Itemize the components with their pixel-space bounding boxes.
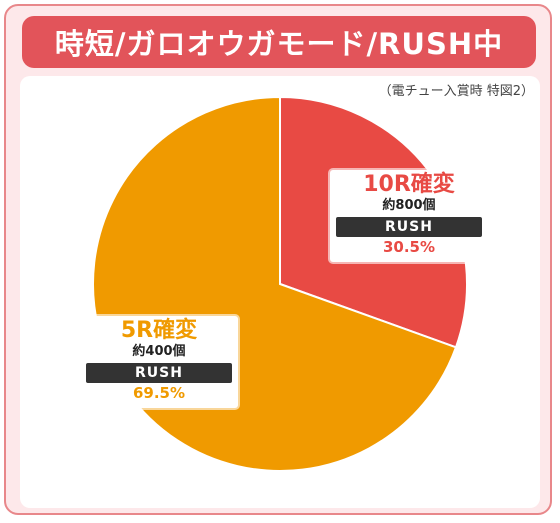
label-5r: 5R確変 約400個 RUSH 69.5% <box>80 316 238 408</box>
label-10r: 10R確変 約800個 RUSH 30.5% <box>330 170 488 262</box>
label-10r-name: 10R確変 <box>363 172 455 197</box>
label-10r-percent: 30.5% <box>382 238 436 256</box>
label-5r-name: 5R確変 <box>120 318 198 343</box>
label-10r-count: 約800個 <box>382 198 436 213</box>
label-5r-percent: 69.5% <box>132 384 186 402</box>
label-5r-count: 約400個 <box>132 344 186 359</box>
chart-note: （電チュー入賞時 特図2） <box>378 84 534 99</box>
label-10r-mode: RUSH <box>336 217 482 237</box>
chart-title: 時短/ガロオウガモード/RUSH中 <box>22 16 536 68</box>
label-5r-mode: RUSH <box>86 363 232 383</box>
